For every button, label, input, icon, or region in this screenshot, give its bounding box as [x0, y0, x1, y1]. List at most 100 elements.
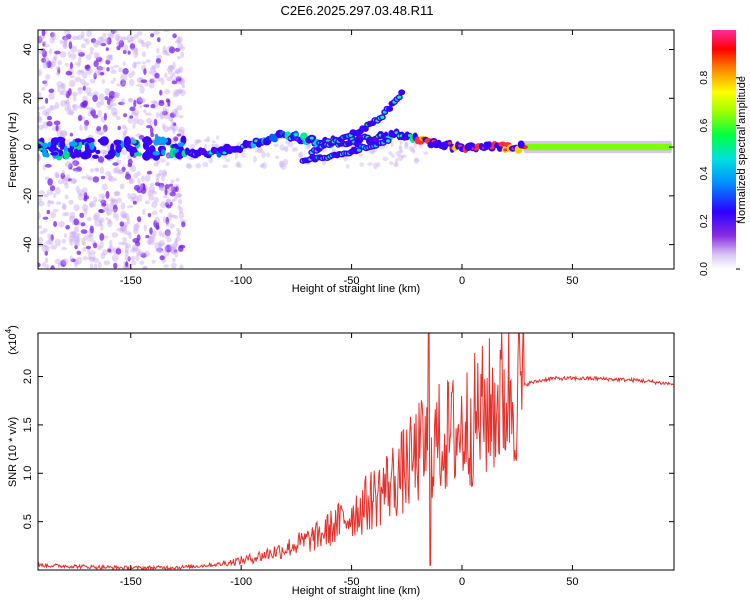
noise-speckle — [169, 183, 173, 188]
noise-speckle — [49, 104, 53, 112]
noise-speckle — [168, 46, 176, 54]
noise-speckle — [74, 244, 78, 250]
noise-speckle — [132, 62, 137, 69]
carrier-blob — [42, 142, 48, 149]
colorbar-ticks: 0.0 0.2 0.4 0.6 0.8 — [699, 70, 740, 276]
noise-speckle — [69, 255, 73, 263]
noise-speckle — [108, 175, 115, 183]
noise-speckle — [100, 36, 105, 42]
snr-panel: -150 -100 -50 0 50 0.5 1.0 1.5 2.0 Height of st… — [4, 325, 675, 597]
noise-speckle — [176, 56, 181, 60]
noise-speckle — [120, 79, 126, 87]
noise-speckle — [189, 144, 196, 149]
colorbar-gradient — [712, 30, 736, 269]
noise-speckle — [173, 196, 177, 202]
carrier-peak — [293, 133, 298, 137]
carrier-band-core — [523, 143, 672, 151]
noise-speckle — [114, 190, 121, 197]
noise-speckle — [211, 140, 216, 144]
noise-speckle — [61, 130, 68, 137]
noise-speckle — [106, 54, 113, 59]
noise-speckle — [112, 111, 118, 118]
noise-speckle — [148, 185, 156, 193]
noise-speckle — [161, 110, 168, 116]
noise-speckle — [166, 204, 172, 209]
noise-speckle — [122, 124, 127, 129]
noise-speckle — [177, 42, 184, 49]
noise-speckle — [88, 202, 94, 208]
noise-speckle — [74, 76, 82, 83]
noise-speckle — [64, 62, 69, 67]
noise-speckle — [168, 185, 174, 192]
noise-speckle — [136, 234, 141, 242]
noise-speckle — [155, 173, 160, 181]
noise-speckle — [101, 202, 107, 207]
noise-speckle — [106, 67, 110, 72]
noise-speckle — [390, 142, 394, 148]
noise-speckle — [66, 174, 71, 180]
noise-speckle — [45, 239, 52, 245]
noise-speckle — [55, 201, 62, 205]
noise-speckle — [69, 61, 73, 70]
noise-speckle — [92, 214, 99, 221]
noise-speckle — [45, 108, 51, 115]
noise-speckle — [140, 183, 146, 190]
noise-speckle — [128, 72, 134, 78]
noise-speckle — [394, 158, 399, 165]
noise-speckle — [38, 153, 41, 162]
noise-speckle — [99, 72, 105, 76]
noise-speckle — [62, 204, 67, 211]
noise-speckle — [69, 211, 75, 220]
noise-speckle — [62, 35, 69, 41]
noise-speckle — [140, 79, 148, 84]
noise-speckle — [43, 57, 50, 64]
noise-speckle — [169, 112, 176, 118]
noise-speckle — [96, 66, 104, 71]
noise-speckle — [111, 253, 119, 262]
noise-speckle — [94, 219, 101, 227]
noise-speckle — [99, 240, 104, 249]
noise-speckle — [162, 195, 168, 199]
noise-speckle — [154, 216, 160, 224]
noise-speckle — [38, 116, 43, 123]
noise-speckle — [54, 258, 62, 265]
noise-speckle — [59, 51, 67, 58]
noise-speckle — [44, 163, 52, 168]
spectrogram-y-tick-label: -20 — [22, 188, 34, 204]
noise-speckle — [82, 85, 86, 91]
snr-x-tick-label: -50 — [344, 576, 360, 588]
noise-speckle — [134, 47, 139, 55]
noise-speckle — [410, 147, 416, 153]
noise-speckle — [174, 238, 178, 244]
noise-speckle — [116, 35, 123, 44]
noise-speckle — [100, 43, 107, 47]
noise-speckle — [158, 182, 165, 189]
noise-speckle — [174, 240, 178, 248]
noise-speckle — [169, 243, 175, 252]
noise-speckle — [225, 158, 230, 163]
noise-speckle — [133, 50, 139, 59]
noise-speckle — [166, 152, 171, 159]
noise-speckle — [82, 116, 86, 121]
noise-speckle — [140, 252, 147, 258]
noise-speckle — [131, 260, 137, 266]
noise-speckle — [176, 133, 182, 137]
noise-speckle — [163, 252, 170, 257]
noise-speckle — [157, 242, 165, 246]
branch-upper-peak — [397, 95, 402, 99]
noise-speckle — [96, 126, 102, 132]
noise-speckle — [82, 203, 89, 212]
noise-speckle — [155, 58, 161, 64]
noise-speckle — [38, 115, 42, 122]
noise-speckle — [116, 197, 122, 203]
noise-speckle — [129, 43, 136, 50]
noise-speckle — [97, 36, 104, 45]
noise-speckle — [173, 111, 179, 118]
noise-speckle — [120, 202, 126, 210]
noise-speckle — [131, 70, 136, 76]
noise-speckle — [62, 40, 67, 48]
noise-speckle — [165, 98, 170, 103]
noise-speckle — [127, 218, 131, 225]
noise-speckle — [61, 169, 65, 176]
colorbar-tick-label: 0.6 — [699, 118, 710, 132]
